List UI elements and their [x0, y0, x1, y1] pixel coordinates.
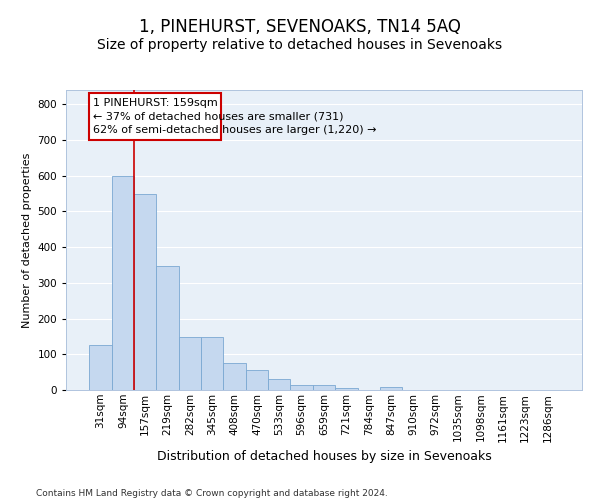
- Bar: [335, 388, 358, 390]
- Text: 62% of semi-detached houses are larger (1,220) →: 62% of semi-detached houses are larger (…: [93, 125, 376, 135]
- Text: 1 PINEHURST: 159sqm: 1 PINEHURST: 159sqm: [93, 98, 218, 108]
- Bar: [313, 386, 335, 390]
- Bar: [290, 386, 313, 390]
- Text: ← 37% of detached houses are smaller (731): ← 37% of detached houses are smaller (73…: [93, 112, 343, 122]
- Bar: [201, 337, 223, 390]
- Text: Size of property relative to detached houses in Sevenoaks: Size of property relative to detached ho…: [97, 38, 503, 52]
- Bar: [179, 337, 201, 390]
- Bar: [380, 387, 402, 390]
- Y-axis label: Number of detached properties: Number of detached properties: [22, 152, 32, 328]
- Bar: [112, 176, 134, 390]
- Bar: [246, 370, 268, 390]
- Bar: [134, 194, 157, 390]
- Bar: [89, 346, 112, 390]
- X-axis label: Distribution of detached houses by size in Sevenoaks: Distribution of detached houses by size …: [157, 450, 491, 463]
- Text: 1, PINEHURST, SEVENOAKS, TN14 5AQ: 1, PINEHURST, SEVENOAKS, TN14 5AQ: [139, 18, 461, 36]
- Bar: [89, 92, 221, 140]
- Bar: [157, 266, 179, 390]
- Text: Contains HM Land Registry data © Crown copyright and database right 2024.: Contains HM Land Registry data © Crown c…: [36, 488, 388, 498]
- Bar: [268, 378, 290, 390]
- Bar: [223, 363, 246, 390]
